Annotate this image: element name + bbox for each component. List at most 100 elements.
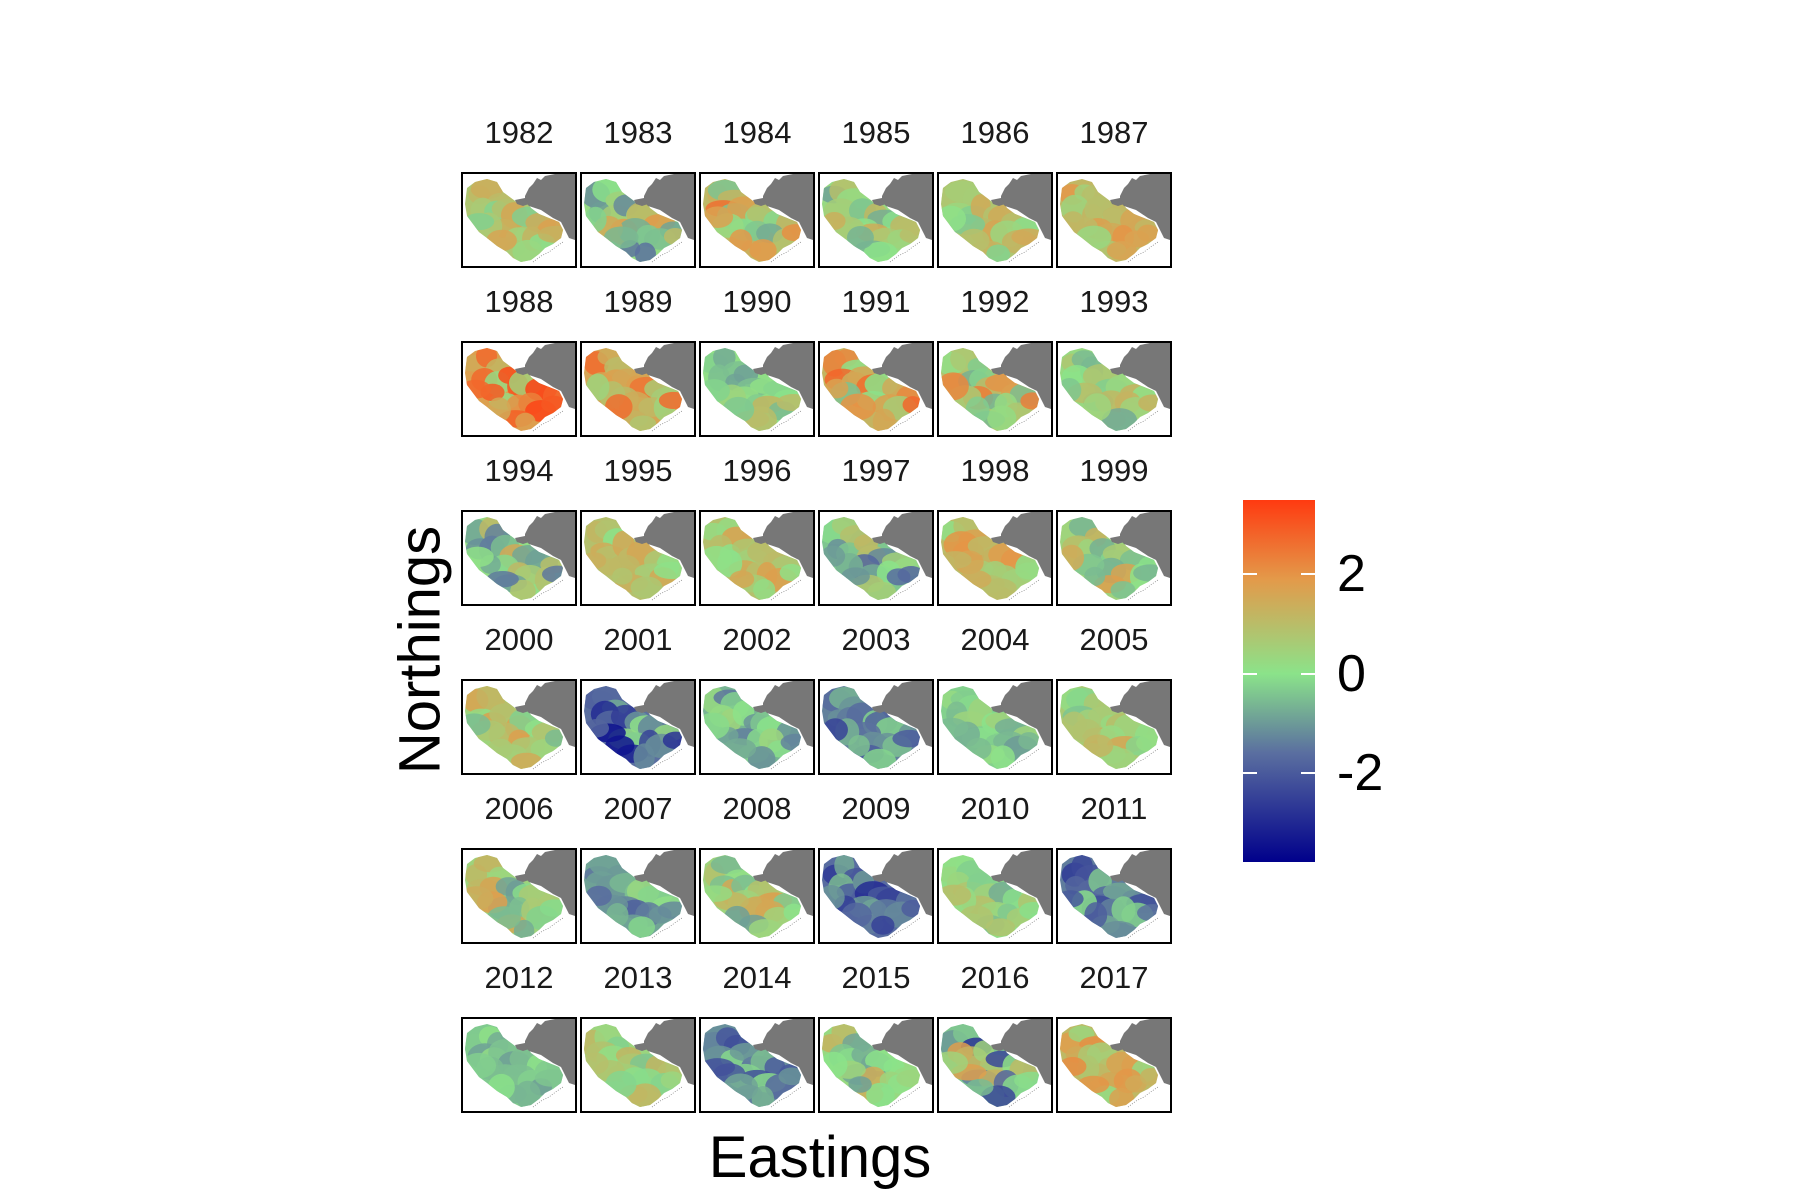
field-patch (584, 719, 610, 738)
field-patch (1061, 711, 1087, 740)
field-patch (515, 412, 536, 431)
inlet-shape (753, 198, 767, 206)
facet-panel (937, 510, 1053, 606)
facet-strip-label: 1987 (1079, 115, 1149, 150)
colorbar-tick-mark (1243, 573, 1257, 576)
facet-map (584, 850, 694, 939)
facet-strip-label: 1996 (722, 453, 792, 488)
facet-strip-label: 2012 (484, 960, 554, 995)
facet-map (1060, 174, 1170, 263)
field-patch (1083, 734, 1114, 758)
facet-map (941, 1019, 1051, 1108)
field-patch (776, 394, 801, 412)
field-patch (866, 1082, 895, 1107)
land-mass (763, 512, 813, 578)
field-patch (1133, 564, 1158, 582)
facet-panel (699, 172, 815, 268)
field-patch (1011, 228, 1039, 246)
field-patch (781, 224, 801, 242)
field-patch (1137, 224, 1158, 242)
field-patch (1019, 901, 1039, 920)
land-mass (644, 1019, 694, 1085)
facet-panel (461, 679, 577, 775)
field-patch (510, 752, 543, 769)
inlet-shape (1110, 1043, 1124, 1051)
inlet-shape (515, 1043, 529, 1051)
land-mass (763, 681, 813, 747)
land-mass (1001, 343, 1051, 409)
land-mass (882, 512, 932, 578)
field-patch (487, 1073, 515, 1101)
facet-strip-label: 2005 (1079, 622, 1149, 657)
field-patch (990, 745, 1015, 769)
field-patch (628, 916, 656, 938)
field-patch (584, 552, 607, 569)
field-patch (841, 902, 872, 928)
field-patch (703, 206, 734, 228)
facet-map (584, 343, 694, 432)
inlet-shape (991, 198, 1005, 206)
field-patch (872, 408, 896, 431)
field-patch (778, 1067, 801, 1086)
facet-panel (937, 341, 1053, 437)
facet-strip-label: 2016 (960, 960, 1030, 995)
facet-strip-label: 1989 (603, 284, 673, 319)
field-patch (871, 915, 895, 935)
field-patch (606, 903, 629, 927)
field-patch (633, 743, 655, 769)
inlet-shape (753, 1043, 767, 1051)
facet-map (465, 174, 575, 263)
facet-map (584, 512, 694, 601)
field-patch (605, 1070, 637, 1099)
land-mass (1120, 681, 1170, 747)
inlet-shape (991, 367, 1005, 375)
field-patch (486, 570, 519, 588)
field-patch (1083, 393, 1112, 421)
field-patch (780, 733, 801, 752)
field-patch (514, 1080, 541, 1107)
land-mass (763, 174, 813, 240)
facet-strip-label: 2014 (722, 960, 792, 995)
field-patch (987, 405, 1017, 431)
field-patch (899, 226, 920, 244)
field-patch (465, 1052, 497, 1079)
field-patch (1084, 566, 1106, 587)
land-mass (1120, 850, 1170, 916)
field-patch (657, 901, 682, 919)
facet-strip-label: 1994 (484, 453, 554, 488)
field-patch (1106, 241, 1137, 260)
field-patch (1060, 544, 1085, 571)
field-patch (486, 229, 517, 252)
facet-panel (1056, 341, 1172, 437)
land-mass (882, 850, 932, 916)
facet-strip-label: 1983 (603, 115, 673, 150)
field-patch (748, 919, 782, 938)
field-patch (584, 1052, 609, 1075)
land-mass (525, 850, 575, 916)
land-mass (1001, 174, 1051, 240)
field-patch (822, 1051, 848, 1079)
facet-map (1060, 1019, 1170, 1108)
field-patch (982, 578, 1017, 598)
inlet-shape (634, 367, 648, 375)
facet-panel (580, 1017, 696, 1113)
field-patch (846, 226, 874, 250)
facet-map (941, 850, 1051, 939)
field-patch (1100, 921, 1136, 938)
facet-strip-label: 1982 (484, 115, 554, 150)
colorbar-tick-mark (1243, 771, 1257, 774)
field-patch (729, 229, 753, 252)
facet-panel (699, 510, 815, 606)
facet-panel (818, 341, 934, 437)
field-patch (660, 1071, 682, 1089)
x-axis-title: Eastings (708, 1125, 932, 1190)
inlet-shape (753, 536, 767, 544)
facet-map (465, 343, 575, 432)
y-axis-title: Northings (387, 525, 453, 775)
land-mass (763, 343, 813, 409)
facet-strip-label: 2006 (484, 791, 554, 826)
facet-map (822, 174, 932, 263)
facet-strip-label: 1988 (484, 284, 554, 319)
facet-panel (1056, 679, 1172, 775)
inlet-shape (515, 536, 529, 544)
